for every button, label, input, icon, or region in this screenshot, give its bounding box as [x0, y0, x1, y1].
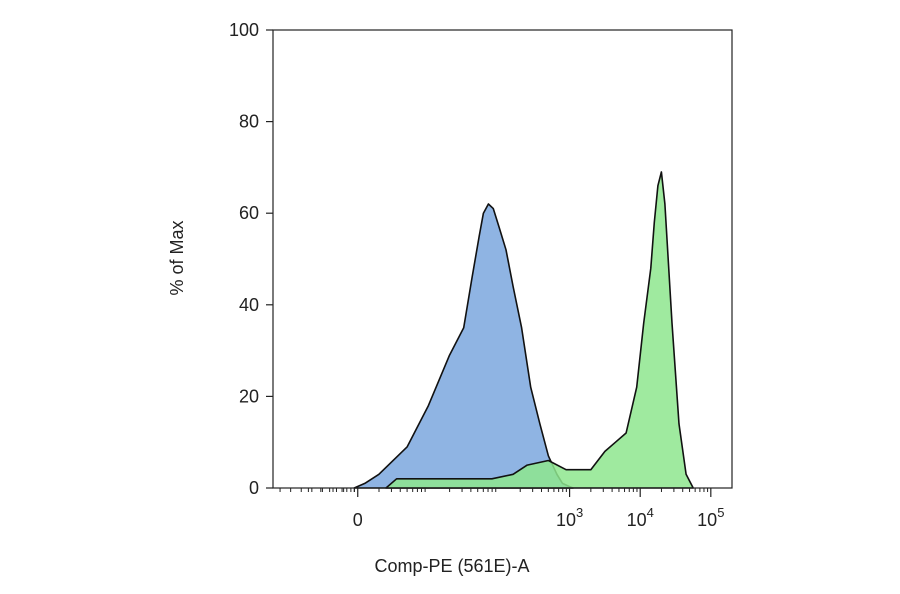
y-tick-label: 0	[249, 478, 259, 498]
series-1-histogram	[353, 203, 574, 489]
y-tick-label: 40	[239, 295, 259, 315]
y-tick-label: 20	[239, 386, 259, 406]
x-axis: 0 103 104 105	[279, 488, 724, 530]
x-tick-label: 104	[627, 505, 654, 530]
x-tick-label: 105	[697, 505, 724, 530]
x-tick-label: 0	[353, 510, 363, 530]
x-axis-title: Comp-PE (561E)-A	[374, 556, 529, 576]
series-layer	[353, 171, 694, 489]
series-2-histogram	[385, 171, 694, 489]
y-tick-label: 100	[229, 20, 259, 40]
y-tick-label: 60	[239, 203, 259, 223]
y-tick-label: 80	[239, 112, 259, 132]
y-axis-title: % of Max	[167, 220, 187, 295]
y-axis: 0 20 40 60 80 100	[229, 20, 273, 498]
plot-frame	[272, 29, 733, 489]
x-tick-label: 103	[556, 505, 583, 530]
